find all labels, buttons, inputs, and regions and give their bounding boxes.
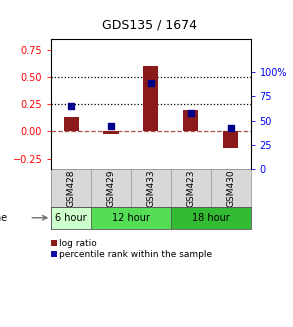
Point: [228, 126, 233, 131]
Text: 12 hour: 12 hour: [112, 213, 150, 223]
Bar: [183, 110, 198, 131]
Bar: [171, 169, 211, 207]
Text: time: time: [0, 213, 7, 223]
Bar: [51, 207, 91, 229]
Bar: [131, 169, 171, 207]
Text: GSM423: GSM423: [186, 169, 195, 207]
Bar: [103, 131, 119, 134]
Text: log ratio: log ratio: [59, 239, 97, 248]
Bar: [91, 169, 131, 207]
Text: 18 hour: 18 hour: [192, 213, 229, 223]
Point: [109, 124, 113, 129]
Text: GSM433: GSM433: [146, 169, 155, 207]
Text: GDS135 / 1674: GDS135 / 1674: [102, 18, 197, 31]
Text: 6 hour: 6 hour: [55, 213, 87, 223]
Text: percentile rank within the sample: percentile rank within the sample: [59, 250, 212, 259]
Bar: [91, 207, 171, 229]
Text: GSM429: GSM429: [107, 169, 115, 207]
Bar: [223, 131, 238, 148]
Point: [149, 81, 153, 86]
Text: GSM430: GSM430: [226, 169, 235, 207]
Point: [69, 103, 74, 109]
Bar: [143, 66, 159, 131]
Bar: [51, 169, 91, 207]
Bar: [64, 117, 79, 131]
Point: [188, 110, 193, 115]
Bar: [211, 169, 251, 207]
Text: GSM428: GSM428: [67, 169, 76, 207]
Bar: [171, 207, 251, 229]
